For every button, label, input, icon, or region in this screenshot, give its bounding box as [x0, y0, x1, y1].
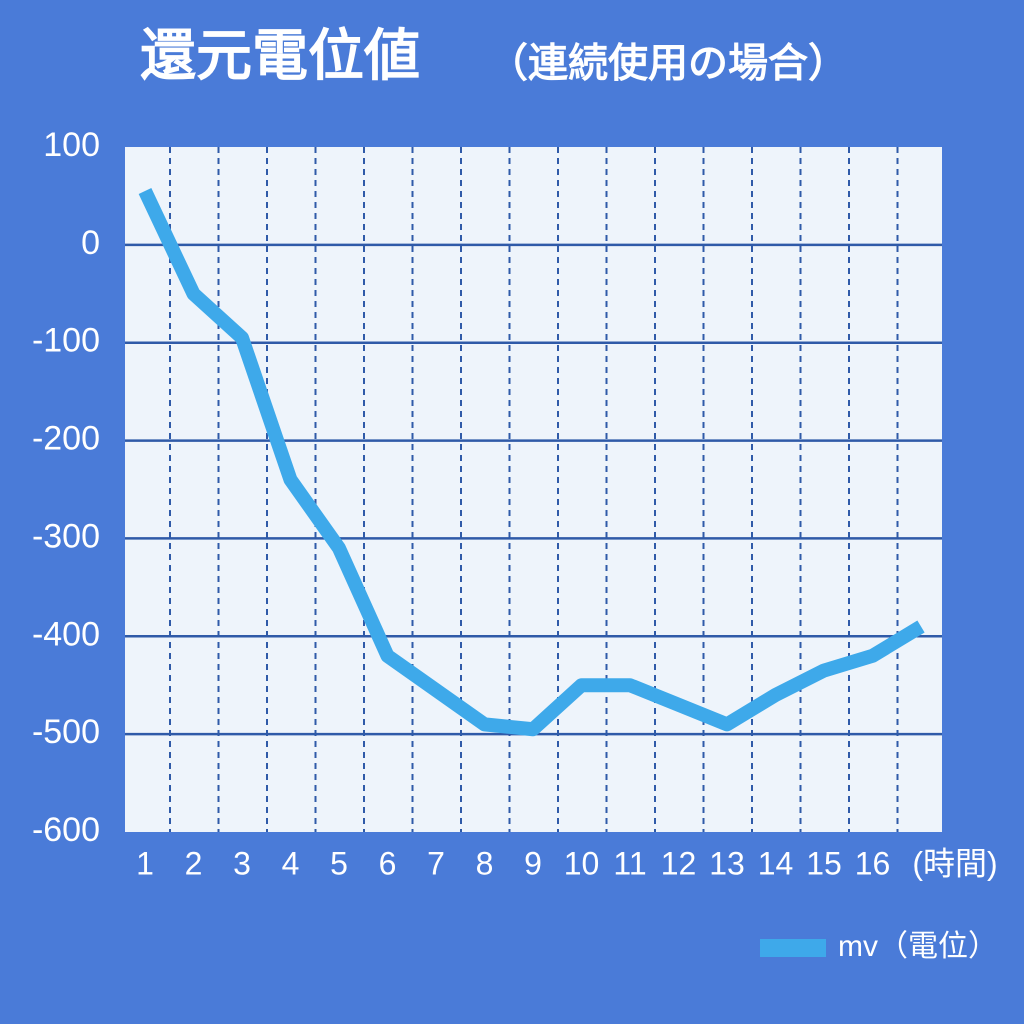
x-tick-label: 1 — [136, 845, 154, 881]
y-tick-label: -200 — [32, 420, 100, 458]
x-tick-label: 14 — [758, 845, 794, 881]
y-tick-label: -500 — [32, 713, 100, 751]
legend-label: mv（電位） — [838, 930, 998, 963]
x-tick-label: 12 — [661, 845, 697, 881]
x-axis-label: (時間) — [912, 845, 997, 881]
x-tick-label: 6 — [379, 845, 397, 881]
x-tick-label: 3 — [233, 845, 251, 881]
x-tick-label: 16 — [855, 845, 891, 881]
chart-title: 還元電位値 — [140, 24, 420, 87]
y-tick-label: -300 — [32, 517, 100, 555]
chart-subtitle: （連続使用の場合） — [488, 42, 848, 86]
x-tick-label: 11 — [613, 845, 646, 881]
x-tick-label: 8 — [476, 845, 494, 881]
plot-area — [125, 147, 942, 832]
legend-swatch — [760, 939, 826, 957]
y-tick-label: -400 — [32, 615, 100, 653]
x-tick-label: 4 — [282, 845, 300, 881]
y-tick-label: 0 — [81, 224, 100, 262]
x-tick-label: 7 — [427, 845, 445, 881]
y-tick-label: -100 — [32, 322, 100, 360]
y-tick-label: -600 — [32, 811, 100, 849]
x-tick-label: 2 — [185, 845, 203, 881]
x-tick-label: 5 — [330, 845, 348, 881]
x-tick-label: 15 — [806, 845, 842, 881]
x-tick-label: 9 — [524, 845, 542, 881]
series-line — [138, 188, 925, 737]
x-tick-label: 13 — [709, 845, 745, 881]
y-tick-label: 100 — [43, 126, 100, 164]
x-tick-label: 10 — [564, 845, 600, 881]
